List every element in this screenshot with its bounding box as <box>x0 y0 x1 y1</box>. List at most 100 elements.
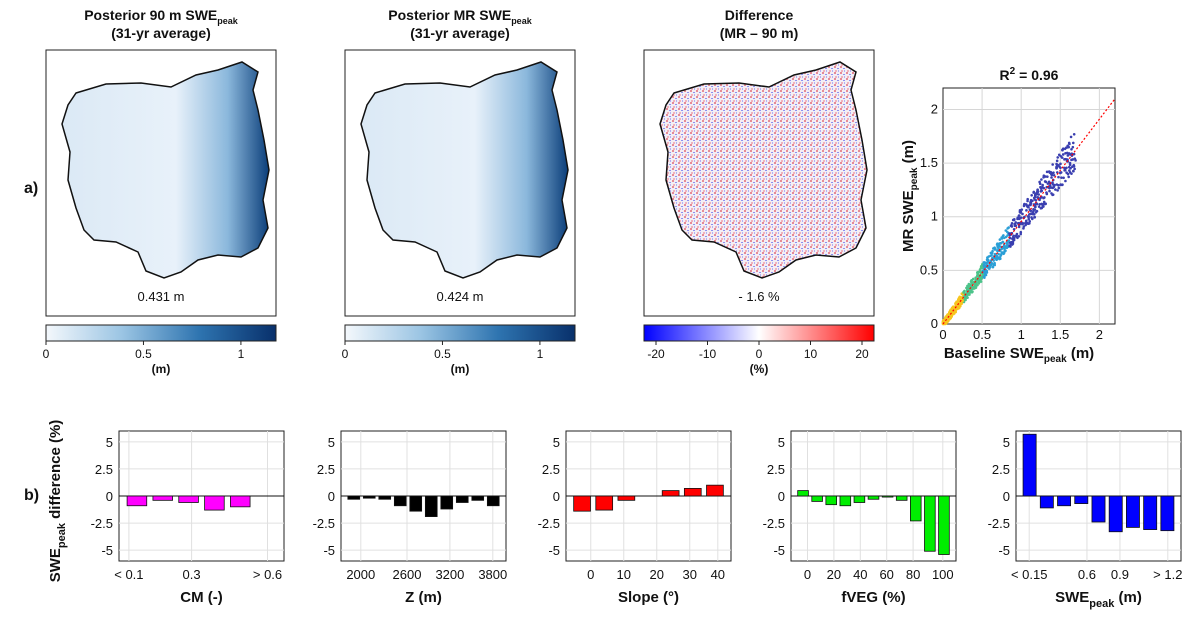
scatter-point <box>1062 176 1065 180</box>
scatter-point <box>1030 194 1033 197</box>
scatter-point <box>1067 152 1071 155</box>
bar-4-3 <box>839 495 852 507</box>
scatter-point <box>1072 132 1076 136</box>
scatter-point <box>949 316 953 320</box>
scatter-xtick: 2 <box>1096 327 1103 342</box>
scatter-point <box>1054 188 1057 191</box>
scatter-point <box>982 275 986 279</box>
scatter-point <box>1055 183 1059 186</box>
scatter-point <box>1046 175 1049 178</box>
bar-4-0 <box>797 490 809 497</box>
bar-ytick: -5 <box>773 543 785 558</box>
map-panel-2: Posterior MR SWEpeak(31-yr average) 0.424… <box>342 7 576 376</box>
scatter-point <box>1013 222 1016 226</box>
scatter-point <box>1032 190 1036 194</box>
map-panel-3: Difference (MR – 90 m) - 1.6 % -20 -10 0 10 20 (… <box>643 7 875 376</box>
scatter-point <box>1049 170 1053 174</box>
bar-panel-5: 5 2.5 0 -2.5 -5< 0.15 0.6 0.9 > 1.2 SWEpeak (m) <box>988 430 1182 610</box>
scatter-point <box>1061 153 1065 156</box>
fit-line <box>942 98 1116 325</box>
scatter-point <box>1059 166 1062 170</box>
scatter-point <box>1051 193 1055 196</box>
scatter-point <box>996 249 999 253</box>
scatter-point <box>995 254 999 258</box>
scatter-point <box>1059 183 1063 187</box>
bar-ytick: -2.5 <box>91 516 113 531</box>
map-region-3 <box>659 61 868 279</box>
bar-3-0 <box>573 495 591 512</box>
bar-ytick: 2.5 <box>542 462 560 477</box>
scatter-point <box>990 254 993 257</box>
scatter-point <box>1020 221 1023 225</box>
bar-xtick: 40 <box>711 567 725 582</box>
bar-xlabel-2: Z (m) <box>405 589 442 606</box>
bar-ytick: -5 <box>548 543 560 558</box>
scatter-point <box>1059 162 1062 166</box>
scatter-point <box>998 238 1002 241</box>
bar-xtick: 20 <box>650 567 664 582</box>
bar-ytick: -5 <box>323 543 335 558</box>
scatter-point <box>1067 165 1071 169</box>
bar-xtick: 100 <box>932 567 954 582</box>
scatter-point <box>987 266 990 270</box>
scatter-point <box>1029 209 1033 213</box>
bar-2-5 <box>424 495 438 517</box>
scatter-point <box>1005 244 1009 248</box>
scatter-point <box>1066 154 1070 157</box>
scatter-point <box>1010 225 1014 228</box>
scatter-point <box>1002 243 1006 247</box>
scatter-point <box>1041 205 1045 208</box>
scatter-point <box>1004 235 1008 239</box>
scatter-panel: 0 0.5 1 1.5 2 0 0.5 1 1.5 2 R2 = 0.96 Baseline SWEp… <box>900 66 1116 365</box>
colorbar-tick-label: 10 <box>804 347 818 361</box>
scatter-point <box>1065 151 1069 155</box>
bar-4-2 <box>825 495 837 506</box>
colorbar-unit-3: (%) <box>750 362 769 376</box>
bar-2-9 <box>486 495 500 507</box>
map-region-1 <box>61 61 270 279</box>
bar-5-5 <box>1108 495 1123 533</box>
colorbar-tick-label: 20 <box>855 347 869 361</box>
bar-2-1 <box>362 495 376 499</box>
bar-5-8 <box>1160 495 1175 532</box>
scatter-point <box>1071 165 1074 169</box>
scatter-point <box>985 269 989 273</box>
colorbar-tick-label: 0 <box>43 347 50 361</box>
scatter-point <box>991 265 995 269</box>
colorbar-tick-label: 1 <box>537 347 544 361</box>
scatter-point <box>1019 230 1023 234</box>
scatter-point <box>1016 236 1019 240</box>
scatter-point <box>1038 203 1042 206</box>
scatter-point <box>1022 227 1025 230</box>
bar-ytick: -2.5 <box>313 516 335 531</box>
scatter-point <box>1052 171 1055 175</box>
scatter-point <box>976 272 980 276</box>
scatter-point <box>1052 174 1056 177</box>
bar-xtick: 0.9 <box>1111 567 1129 582</box>
colorbar-unit-2: (m) <box>451 362 470 376</box>
scatter-point <box>1033 205 1037 209</box>
scatter-point <box>1048 189 1051 193</box>
panel-label-a: a) <box>24 180 38 197</box>
scatter-point <box>1000 251 1004 254</box>
bar-ytick: -2.5 <box>763 516 785 531</box>
bar-panel-1: 5 2.5 0 -2.5 -5< 0.1 0.3 > 0.6 CM (-) SWEpeak di… <box>47 420 285 606</box>
map-subtitle-1: (31-yr average) <box>111 25 211 41</box>
scatter-point <box>1068 142 1071 146</box>
bar-xtick: 0.3 <box>183 567 201 582</box>
scatter-point <box>1029 201 1032 204</box>
bar-2-8 <box>471 495 485 501</box>
scatter-point <box>1026 204 1030 208</box>
scatter-point <box>1050 176 1053 179</box>
scatter-point <box>998 256 1002 259</box>
bar-panel-4: 5 2.5 0 -2.5 -5 0 20 40 60 80 100 fVEG (%) <box>763 430 957 606</box>
scatter-point <box>1070 147 1073 151</box>
bar-4-1 <box>811 495 823 502</box>
scatter-point <box>1011 218 1015 222</box>
bar-xtick: 3800 <box>478 567 507 582</box>
colorbar-2 <box>344 324 576 342</box>
bar-ytick: 0 <box>1003 489 1010 504</box>
scatter-ytick: 0.5 <box>920 262 938 277</box>
bar-panel-2: 5 2.5 0 -2.5 -5 2000 2600 3200 3800 Z (m) <box>313 430 507 606</box>
scatter-point <box>1056 156 1060 159</box>
